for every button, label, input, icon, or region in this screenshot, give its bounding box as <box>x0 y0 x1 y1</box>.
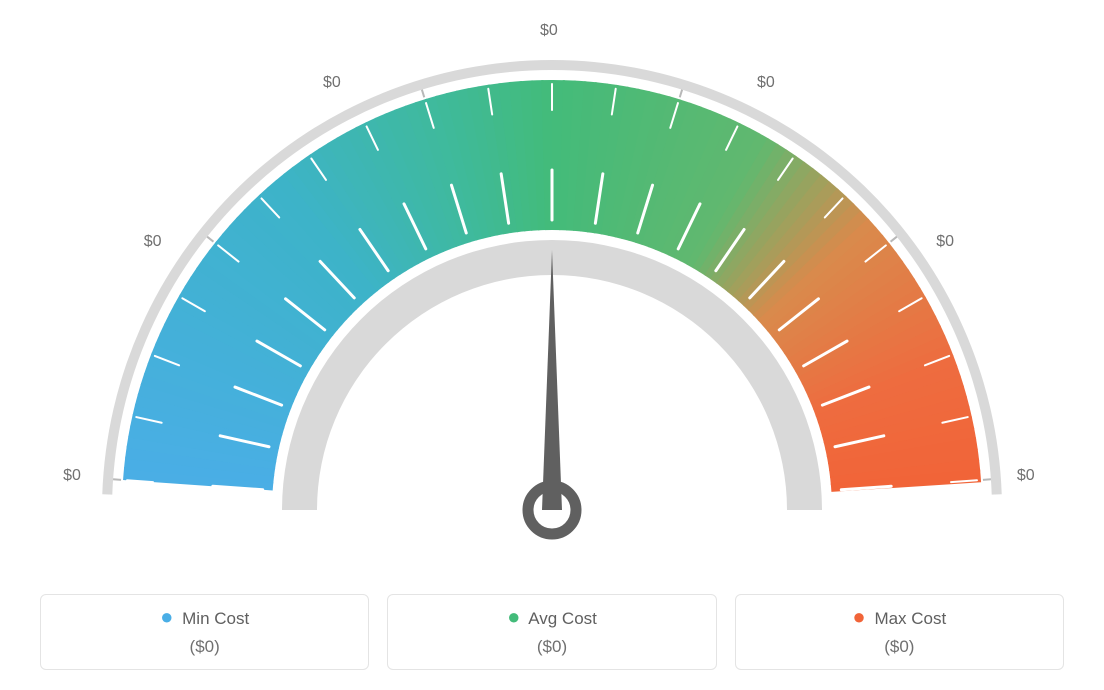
legend-title-avg: ● Avg Cost <box>396 609 707 629</box>
legend-label-min: Min Cost <box>182 609 249 628</box>
legend-card-avg: ● Avg Cost ($0) <box>387 594 716 670</box>
gauge-scale-label: $0 <box>757 74 775 92</box>
gauge-scale-label: $0 <box>540 22 558 40</box>
legend-card-max: ● Max Cost ($0) <box>735 594 1064 670</box>
legend-value-min: ($0) <box>49 637 360 657</box>
gauge-chart: $0 $0 $0 $0 $0 $0 $0 <box>0 0 1104 560</box>
legend-card-min: ● Min Cost ($0) <box>40 594 369 670</box>
gauge-svg <box>32 0 1072 560</box>
gauge-scale-label: $0 <box>144 233 162 251</box>
gauge-scale-label: $0 <box>323 74 341 92</box>
gauge-scale-label: $0 <box>936 233 954 251</box>
legend-value-max: ($0) <box>744 637 1055 657</box>
legend-title-min: ● Min Cost <box>49 609 360 629</box>
legend-label-max: Max Cost <box>874 609 946 628</box>
gauge-scale-label: $0 <box>1017 467 1035 485</box>
legend-title-max: ● Max Cost <box>744 609 1055 629</box>
legend-value-avg: ($0) <box>396 637 707 657</box>
legend-row: ● Min Cost ($0) ● Avg Cost ($0) ● Max Co… <box>40 594 1064 670</box>
legend-label-avg: Avg Cost <box>528 609 597 628</box>
gauge-scale-label: $0 <box>63 467 81 485</box>
